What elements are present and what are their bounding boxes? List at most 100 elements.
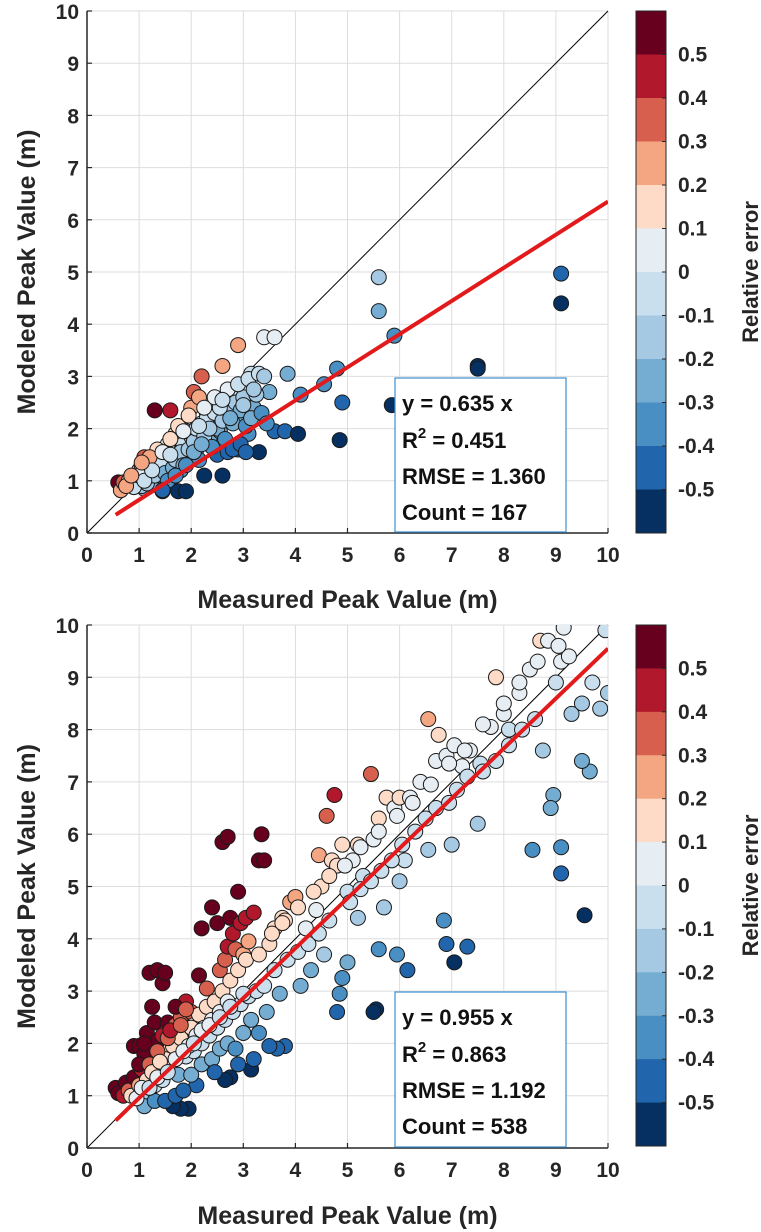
colorbar-swatch xyxy=(636,972,666,1017)
data-point xyxy=(495,695,512,712)
stats-box xyxy=(394,991,567,1148)
data-point xyxy=(459,938,476,955)
colorbar-tick-label: 0.4 xyxy=(678,701,708,724)
data-point xyxy=(198,980,215,997)
data-point xyxy=(334,836,351,853)
data-point xyxy=(365,1004,382,1021)
colorbar-swatch xyxy=(636,928,666,973)
colorbar-swatch xyxy=(636,315,666,360)
x-tick-label: 1 xyxy=(133,544,145,567)
fit-line xyxy=(114,199,608,517)
data-point xyxy=(204,899,221,916)
data-point xyxy=(245,381,262,398)
data-point xyxy=(547,674,564,691)
data-point xyxy=(329,1004,346,1021)
data-point xyxy=(563,705,580,722)
data-point xyxy=(177,1001,194,1018)
colorbar-swatch xyxy=(636,885,666,930)
data-point xyxy=(555,625,572,636)
data-point xyxy=(443,836,460,853)
data-point xyxy=(256,368,273,385)
data-point xyxy=(560,648,577,665)
colorbar-label: Relative error xyxy=(738,814,761,956)
y-tick-label: 10 xyxy=(56,615,79,638)
data-point xyxy=(245,904,262,921)
data-point xyxy=(230,883,247,900)
data-point xyxy=(339,954,356,971)
colorbar-swatch xyxy=(636,1059,666,1104)
colorbar-swatch xyxy=(636,98,666,142)
data-point xyxy=(157,964,174,981)
colorbar-swatch xyxy=(636,446,666,490)
colorbar-tick-label: 0.4 xyxy=(678,87,708,110)
x-tick-label: 5 xyxy=(342,1159,354,1182)
r2-superscript: 2 xyxy=(418,425,426,442)
data-point xyxy=(290,425,307,442)
data-point xyxy=(219,828,236,845)
colorbar-tick-label: 0 xyxy=(678,261,690,284)
colorbar-tick-label: -0.2 xyxy=(678,961,714,984)
data-point xyxy=(235,397,252,414)
x-tick-label: 10 xyxy=(596,1159,619,1182)
data-point xyxy=(529,653,546,670)
data-point xyxy=(193,368,210,385)
data-point xyxy=(545,786,562,803)
y-tick-label: 1 xyxy=(67,1086,79,1109)
data-point xyxy=(404,794,421,811)
data-point xyxy=(196,399,213,416)
colorbar-tick-label: -0.1 xyxy=(678,918,715,941)
x-tick-label: 7 xyxy=(446,1159,458,1182)
data-point xyxy=(250,1024,267,1041)
data-point xyxy=(308,902,325,919)
data-point xyxy=(331,985,348,1002)
data-point xyxy=(370,823,387,840)
data-point xyxy=(162,446,179,463)
data-point xyxy=(334,394,351,411)
x-tick-label: 3 xyxy=(237,544,249,567)
data-point xyxy=(196,467,213,484)
data-point xyxy=(162,402,179,419)
data-point xyxy=(331,432,348,449)
colorbar-swatch xyxy=(636,185,666,229)
x-axis-label: Measured Peak Value (m) xyxy=(197,1202,497,1230)
colorbar-swatch xyxy=(636,489,666,534)
colorbar-swatch xyxy=(636,668,666,713)
y-tick-label: 7 xyxy=(67,772,79,795)
data-point xyxy=(206,1064,223,1081)
data-point xyxy=(146,402,163,419)
y-tick-label: 0 xyxy=(67,1138,79,1161)
y-axis-label: Modeled Peak Value (m) xyxy=(13,744,41,1029)
colorbar-tick-label: 0.2 xyxy=(678,174,707,197)
data-point xyxy=(261,1038,278,1055)
x-tick-label: 4 xyxy=(290,544,302,567)
data-point xyxy=(175,423,192,440)
colorbar-swatch xyxy=(636,11,666,55)
data-point xyxy=(550,637,567,654)
data-point xyxy=(375,899,392,916)
colorbar-swatch xyxy=(636,228,666,273)
data-point xyxy=(214,391,231,408)
data-point xyxy=(318,807,335,824)
data-point xyxy=(321,868,338,885)
colorbar-swatch xyxy=(636,54,666,99)
colorbar-tick-label: -0.3 xyxy=(678,1005,714,1028)
stats-count: Count = 538 xyxy=(402,1114,527,1139)
data-point xyxy=(240,933,257,950)
data-point xyxy=(211,1009,228,1026)
data-point xyxy=(352,839,369,856)
data-point xyxy=(123,467,140,484)
data-point xyxy=(487,669,504,686)
data-point xyxy=(276,423,293,440)
data-point xyxy=(446,954,463,971)
r2-value: = 0.863 xyxy=(426,1042,506,1067)
stats-rmse: RMSE = 1.360 xyxy=(402,464,546,489)
y-tick-label: 1 xyxy=(67,471,79,494)
data-point xyxy=(474,763,491,780)
data-point xyxy=(362,766,379,783)
data-point xyxy=(438,936,455,953)
colorbar-swatch xyxy=(636,1102,666,1147)
data-point xyxy=(388,946,405,963)
data-point xyxy=(162,431,179,448)
data-point xyxy=(336,857,353,874)
